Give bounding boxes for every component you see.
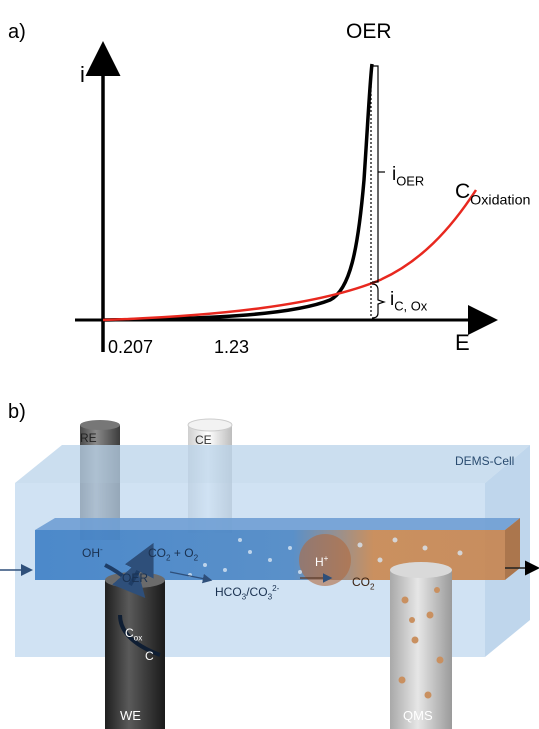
formula-part: CO <box>148 546 166 560</box>
ce-label: CE <box>195 433 212 447</box>
panel-label: b) <box>8 401 26 423</box>
oer-curve <box>102 63 374 322</box>
i-oer-label: iOER <box>392 164 424 189</box>
formula-part: 2 <box>166 554 171 563</box>
co2-label: CO2 <box>352 575 375 592</box>
formula-part: i <box>390 289 394 310</box>
re-top <box>80 420 120 430</box>
channel-top <box>35 518 520 530</box>
i-c-ox-label: iC, Ox <box>390 289 428 314</box>
qms-label: QMS <box>403 708 433 723</box>
x-tick-label: 0.207 <box>108 337 153 357</box>
re-label: RE <box>80 431 97 445</box>
qms <box>390 570 452 729</box>
cox-arrow <box>118 614 161 657</box>
formula-part: C <box>455 180 470 203</box>
formula-part: Oxidation <box>470 192 530 208</box>
formula-part: C <box>125 626 134 640</box>
qms-top <box>390 562 452 578</box>
cell-top <box>15 445 530 483</box>
x-axis-label: E <box>455 330 470 355</box>
c-label: C <box>145 649 154 663</box>
oer-arrow <box>124 542 154 587</box>
formula-part: ox <box>134 634 143 643</box>
x-tick-label: 1.23 <box>214 337 249 357</box>
qms-particles <box>398 587 444 699</box>
bracket-oer <box>372 65 379 283</box>
formula-part: HCO <box>215 585 242 599</box>
y-axis-label: i <box>80 62 85 87</box>
formula-part: C, Ox <box>394 299 428 314</box>
cox-label: Cox <box>125 626 142 643</box>
formula-part: 2 <box>370 583 375 592</box>
arrow <box>169 571 213 584</box>
formula-part: CO <box>352 575 370 589</box>
hco3-label: HCO3/CO32- <box>215 584 280 601</box>
oer-arrow <box>104 563 146 598</box>
oer-label: OER <box>346 20 392 43</box>
formula-part: + <box>324 554 329 563</box>
formula-part: - <box>100 545 103 554</box>
oh-label: OH- <box>82 545 103 560</box>
formula-part: 3 <box>268 593 273 602</box>
formula-part: 2 <box>194 554 199 563</box>
bracket-c-ox <box>371 283 386 319</box>
co2-o2-label: CO2 + O2 <box>148 546 199 563</box>
c-oxidation-label: COxidation <box>455 180 530 208</box>
formula-part: i <box>392 164 396 185</box>
oer-label: OER <box>122 571 148 585</box>
c-oxidation-curve <box>102 189 478 322</box>
formula-part: + O <box>171 546 194 560</box>
formula-part: 2- <box>272 584 280 593</box>
ce-top <box>187 418 233 432</box>
formula-part: H <box>315 555 324 569</box>
h-plus-label: H+ <box>315 554 329 569</box>
formula-part: OH <box>82 546 100 560</box>
formula-part: OER <box>396 174 424 189</box>
panel-label: a) <box>8 21 26 43</box>
membrane <box>299 534 351 586</box>
formula-part: 3 <box>242 593 247 602</box>
formula-part: /CO <box>246 585 267 599</box>
we-label: WE <box>120 708 141 723</box>
cell-label: DEMS-Cell <box>455 454 514 468</box>
channel-end <box>505 518 520 580</box>
